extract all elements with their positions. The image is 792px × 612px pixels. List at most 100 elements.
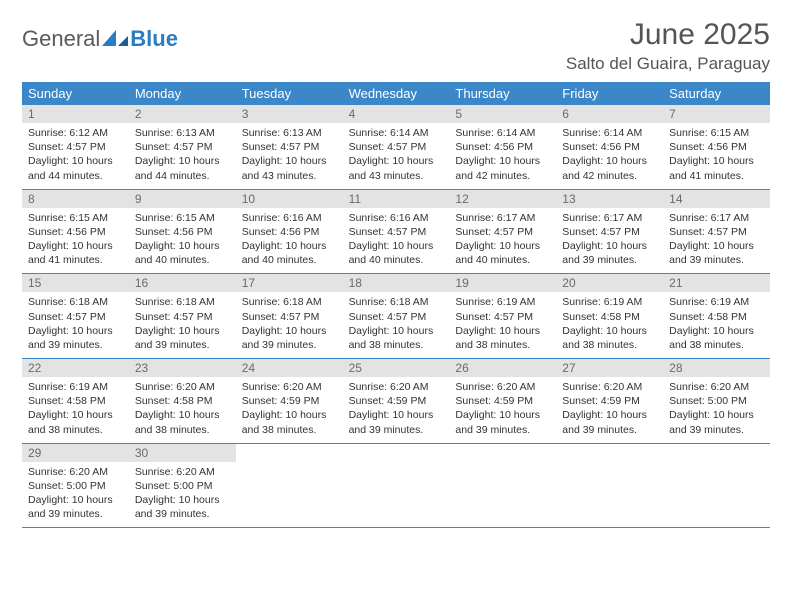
day-cell: 6Sunrise: 6:14 AMSunset: 4:56 PMDaylight… xyxy=(556,105,663,189)
day-number: 23 xyxy=(129,359,236,377)
day-cell: 20Sunrise: 6:19 AMSunset: 4:58 PMDayligh… xyxy=(556,274,663,358)
dayname: Friday xyxy=(556,82,663,105)
day-number: 26 xyxy=(449,359,556,377)
day-number: 20 xyxy=(556,274,663,292)
day-data: Sunrise: 6:18 AMSunset: 4:57 PMDaylight:… xyxy=(343,292,450,358)
day-cell: 5Sunrise: 6:14 AMSunset: 4:56 PMDaylight… xyxy=(449,105,556,189)
day-number: 5 xyxy=(449,105,556,123)
calendar: SundayMondayTuesdayWednesdayThursdayFrid… xyxy=(22,82,770,528)
day-data: Sunrise: 6:20 AMSunset: 5:00 PMDaylight:… xyxy=(22,462,129,528)
week-row: 22Sunrise: 6:19 AMSunset: 4:58 PMDayligh… xyxy=(22,359,770,444)
day-number: 22 xyxy=(22,359,129,377)
day-number: 2 xyxy=(129,105,236,123)
dayname: Thursday xyxy=(449,82,556,105)
day-cell: 14Sunrise: 6:17 AMSunset: 4:57 PMDayligh… xyxy=(663,190,770,274)
day-cell: 23Sunrise: 6:20 AMSunset: 4:58 PMDayligh… xyxy=(129,359,236,443)
day-cell: 8Sunrise: 6:15 AMSunset: 4:56 PMDaylight… xyxy=(22,190,129,274)
day-cell: 24Sunrise: 6:20 AMSunset: 4:59 PMDayligh… xyxy=(236,359,343,443)
day-data: Sunrise: 6:19 AMSunset: 4:58 PMDaylight:… xyxy=(22,377,129,443)
day-cell xyxy=(343,444,450,528)
day-data: Sunrise: 6:18 AMSunset: 4:57 PMDaylight:… xyxy=(22,292,129,358)
day-number: 24 xyxy=(236,359,343,377)
day-number: 16 xyxy=(129,274,236,292)
day-cell: 30Sunrise: 6:20 AMSunset: 5:00 PMDayligh… xyxy=(129,444,236,528)
day-data: Sunrise: 6:20 AMSunset: 4:59 PMDaylight:… xyxy=(556,377,663,443)
day-cell: 22Sunrise: 6:19 AMSunset: 4:58 PMDayligh… xyxy=(22,359,129,443)
day-data: Sunrise: 6:18 AMSunset: 4:57 PMDaylight:… xyxy=(236,292,343,358)
day-cell: 11Sunrise: 6:16 AMSunset: 4:57 PMDayligh… xyxy=(343,190,450,274)
month-title: June 2025 xyxy=(566,18,770,52)
day-cell xyxy=(449,444,556,528)
dayname: Wednesday xyxy=(343,82,450,105)
day-cell: 15Sunrise: 6:18 AMSunset: 4:57 PMDayligh… xyxy=(22,274,129,358)
day-number: 10 xyxy=(236,190,343,208)
day-number: 25 xyxy=(343,359,450,377)
week-row: 8Sunrise: 6:15 AMSunset: 4:56 PMDaylight… xyxy=(22,190,770,275)
day-cell: 16Sunrise: 6:18 AMSunset: 4:57 PMDayligh… xyxy=(129,274,236,358)
dayname: Tuesday xyxy=(236,82,343,105)
day-number: 17 xyxy=(236,274,343,292)
day-data: Sunrise: 6:19 AMSunset: 4:58 PMDaylight:… xyxy=(556,292,663,358)
day-number: 30 xyxy=(129,444,236,462)
day-number: 4 xyxy=(343,105,450,123)
day-cell: 13Sunrise: 6:17 AMSunset: 4:57 PMDayligh… xyxy=(556,190,663,274)
day-number: 12 xyxy=(449,190,556,208)
day-data: Sunrise: 6:20 AMSunset: 4:59 PMDaylight:… xyxy=(343,377,450,443)
day-cell: 29Sunrise: 6:20 AMSunset: 5:00 PMDayligh… xyxy=(22,444,129,528)
dayname: Saturday xyxy=(663,82,770,105)
day-cell: 3Sunrise: 6:13 AMSunset: 4:57 PMDaylight… xyxy=(236,105,343,189)
day-data: Sunrise: 6:15 AMSunset: 4:56 PMDaylight:… xyxy=(129,208,236,274)
dayname: Sunday xyxy=(22,82,129,105)
day-cell: 7Sunrise: 6:15 AMSunset: 4:56 PMDaylight… xyxy=(663,105,770,189)
week-row: 1Sunrise: 6:12 AMSunset: 4:57 PMDaylight… xyxy=(22,105,770,190)
day-cell: 12Sunrise: 6:17 AMSunset: 4:57 PMDayligh… xyxy=(449,190,556,274)
day-number: 1 xyxy=(22,105,129,123)
day-data: Sunrise: 6:20 AMSunset: 4:59 PMDaylight:… xyxy=(449,377,556,443)
day-data: Sunrise: 6:20 AMSunset: 4:59 PMDaylight:… xyxy=(236,377,343,443)
title-block: June 2025 Salto del Guaira, Paraguay xyxy=(566,18,770,74)
day-cell: 25Sunrise: 6:20 AMSunset: 4:59 PMDayligh… xyxy=(343,359,450,443)
header: General Blue June 2025 Salto del Guaira,… xyxy=(22,18,770,74)
logo-word1: General xyxy=(22,26,100,52)
week-row: 29Sunrise: 6:20 AMSunset: 5:00 PMDayligh… xyxy=(22,444,770,529)
day-cell: 19Sunrise: 6:19 AMSunset: 4:57 PMDayligh… xyxy=(449,274,556,358)
day-cell: 10Sunrise: 6:16 AMSunset: 4:56 PMDayligh… xyxy=(236,190,343,274)
day-data: Sunrise: 6:16 AMSunset: 4:57 PMDaylight:… xyxy=(343,208,450,274)
day-data: Sunrise: 6:13 AMSunset: 4:57 PMDaylight:… xyxy=(129,123,236,189)
day-number: 27 xyxy=(556,359,663,377)
day-cell: 21Sunrise: 6:19 AMSunset: 4:58 PMDayligh… xyxy=(663,274,770,358)
day-data: Sunrise: 6:20 AMSunset: 5:00 PMDaylight:… xyxy=(663,377,770,443)
day-data: Sunrise: 6:15 AMSunset: 4:56 PMDaylight:… xyxy=(22,208,129,274)
day-data: Sunrise: 6:13 AMSunset: 4:57 PMDaylight:… xyxy=(236,123,343,189)
dayname-row: SundayMondayTuesdayWednesdayThursdayFrid… xyxy=(22,82,770,105)
week-row: 15Sunrise: 6:18 AMSunset: 4:57 PMDayligh… xyxy=(22,274,770,359)
day-cell: 4Sunrise: 6:14 AMSunset: 4:57 PMDaylight… xyxy=(343,105,450,189)
day-data: Sunrise: 6:18 AMSunset: 4:57 PMDaylight:… xyxy=(129,292,236,358)
day-data: Sunrise: 6:19 AMSunset: 4:58 PMDaylight:… xyxy=(663,292,770,358)
day-cell: 27Sunrise: 6:20 AMSunset: 4:59 PMDayligh… xyxy=(556,359,663,443)
day-data: Sunrise: 6:17 AMSunset: 4:57 PMDaylight:… xyxy=(556,208,663,274)
day-data: Sunrise: 6:17 AMSunset: 4:57 PMDaylight:… xyxy=(449,208,556,274)
day-cell: 17Sunrise: 6:18 AMSunset: 4:57 PMDayligh… xyxy=(236,274,343,358)
day-number: 6 xyxy=(556,105,663,123)
day-number: 8 xyxy=(22,190,129,208)
day-number: 7 xyxy=(663,105,770,123)
day-number: 19 xyxy=(449,274,556,292)
day-cell xyxy=(236,444,343,528)
day-data: Sunrise: 6:15 AMSunset: 4:56 PMDaylight:… xyxy=(663,123,770,189)
day-number: 11 xyxy=(343,190,450,208)
day-data: Sunrise: 6:20 AMSunset: 4:58 PMDaylight:… xyxy=(129,377,236,443)
day-cell: 1Sunrise: 6:12 AMSunset: 4:57 PMDaylight… xyxy=(22,105,129,189)
logo-sail-icon xyxy=(102,30,128,48)
dayname: Monday xyxy=(129,82,236,105)
day-number: 3 xyxy=(236,105,343,123)
day-cell: 9Sunrise: 6:15 AMSunset: 4:56 PMDaylight… xyxy=(129,190,236,274)
day-number: 21 xyxy=(663,274,770,292)
day-data: Sunrise: 6:16 AMSunset: 4:56 PMDaylight:… xyxy=(236,208,343,274)
day-data: Sunrise: 6:17 AMSunset: 4:57 PMDaylight:… xyxy=(663,208,770,274)
day-number: 15 xyxy=(22,274,129,292)
day-number: 9 xyxy=(129,190,236,208)
day-data: Sunrise: 6:14 AMSunset: 4:56 PMDaylight:… xyxy=(449,123,556,189)
day-cell: 26Sunrise: 6:20 AMSunset: 4:59 PMDayligh… xyxy=(449,359,556,443)
day-data: Sunrise: 6:14 AMSunset: 4:57 PMDaylight:… xyxy=(343,123,450,189)
